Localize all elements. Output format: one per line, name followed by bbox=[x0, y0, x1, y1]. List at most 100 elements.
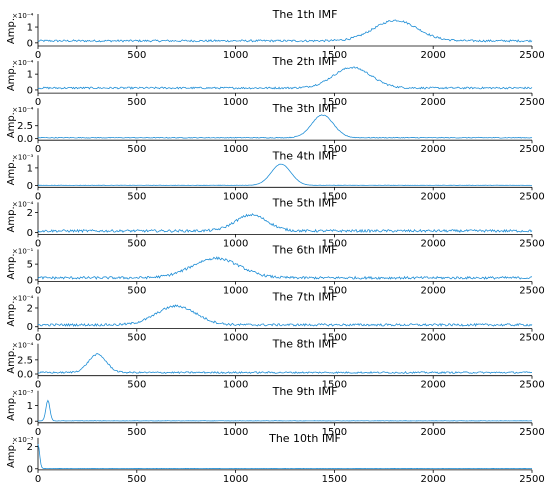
panel-6-xtick-label: 500 bbox=[127, 286, 146, 297]
panel-10-series-line bbox=[37, 443, 533, 470]
panel-5-ytick-label: 0 bbox=[27, 228, 33, 239]
panel-7-xtick-label: 1500 bbox=[322, 333, 347, 344]
panel-2-ytick-label: 0 bbox=[27, 85, 33, 96]
panel-6-xtick-label: 2000 bbox=[420, 286, 445, 297]
panel-9-title: The 9th IMF bbox=[272, 385, 338, 398]
panel-2-xtick-label: 2500 bbox=[519, 97, 544, 108]
panel-6-exponent: ×10⁻¹ bbox=[12, 248, 33, 256]
panel-9-ytick-label: 0 bbox=[27, 417, 33, 428]
panel-3-xtick-label: 500 bbox=[127, 144, 146, 155]
panel-1-series-line bbox=[37, 19, 533, 43]
panel-7-xtick-label: 2000 bbox=[420, 333, 445, 344]
panel-8-ylabel: Amp. bbox=[6, 348, 17, 374]
panel-1-xtick-label: 1000 bbox=[223, 50, 248, 61]
panel-4-xtick-label: 500 bbox=[127, 191, 146, 202]
panel-1-ytick-label: 1 bbox=[27, 23, 33, 34]
panel-10-xtick-label: 2000 bbox=[420, 474, 445, 485]
panel-2-xtick-label: 500 bbox=[127, 97, 146, 108]
panel-5-ylabel: Amp. bbox=[6, 206, 17, 232]
panel-6-ylabel: Amp. bbox=[6, 253, 17, 279]
panel-9-xtick-label: 1000 bbox=[223, 427, 248, 438]
panel-4-ytick-label: 1 bbox=[27, 163, 33, 174]
panel-6-xtick-label: 0 bbox=[35, 286, 41, 297]
panel-3-series-line bbox=[37, 114, 533, 139]
panel-1-xtick-label: 0 bbox=[35, 50, 41, 61]
panel-7-ytick-label: 2 bbox=[27, 303, 33, 314]
panel-1-xtick-label: 2000 bbox=[420, 50, 445, 61]
panel-1-ylabel: Amp. bbox=[6, 18, 17, 44]
panel-10-exponent: ×10⁻³ bbox=[12, 436, 33, 444]
panel-1-exponent: ×10⁻⁴ bbox=[12, 12, 33, 20]
panel-3-ytick-label: 0.0 bbox=[17, 134, 33, 145]
panel-10-ytick-label: 0 bbox=[27, 464, 33, 475]
panel-7-xtick-label: 2500 bbox=[519, 333, 544, 344]
panel-8-ytick-label: 0.0 bbox=[17, 370, 33, 381]
panel-2-xtick-label: 1000 bbox=[223, 97, 248, 108]
panel-2-xtick-label: 2000 bbox=[420, 97, 445, 108]
panel-8-xtick-label: 1500 bbox=[322, 380, 347, 391]
panel-7-ylabel: Amp. bbox=[6, 301, 17, 327]
panel-6-ytick-label: 5 bbox=[27, 260, 33, 271]
panel-10-xtick-label: 1500 bbox=[322, 474, 347, 485]
panel-1-ytick-label: 0 bbox=[27, 38, 33, 49]
panel-6-xtick-label: 1500 bbox=[322, 286, 347, 297]
panel-9-xtick-label: 2000 bbox=[420, 427, 445, 438]
panel-5-series-line bbox=[37, 213, 533, 234]
panel-4-series-line bbox=[37, 163, 533, 186]
panel-8-series-line bbox=[37, 353, 533, 375]
panel-6-ytick-label: 0 bbox=[27, 275, 33, 286]
panel-8-xtick-label: 500 bbox=[127, 380, 146, 391]
panel-4-xtick-label: 1500 bbox=[322, 191, 347, 202]
panel-1-xtick-label: 2500 bbox=[519, 50, 544, 61]
panel-5-title: The 5th IMF bbox=[272, 196, 338, 209]
panel-10-ylabel: Amp. bbox=[6, 442, 17, 468]
panel-5-xtick-label: 2000 bbox=[420, 238, 445, 249]
panel-3-exponent: ×10⁻⁴ bbox=[12, 106, 33, 114]
panel-5-ytick-label: 2 bbox=[27, 208, 33, 219]
panel-7-exponent: ×10⁻⁴ bbox=[12, 295, 33, 303]
panel-5-xtick-label: 500 bbox=[127, 238, 146, 249]
panel-5-xtick-label: 1000 bbox=[223, 238, 248, 249]
panel-7-series-line bbox=[37, 304, 533, 327]
panel-4-ylabel: Amp. bbox=[6, 159, 17, 185]
panel-2-ylabel: Amp. bbox=[6, 65, 17, 91]
panel-10-xtick-label: 500 bbox=[127, 474, 146, 485]
panel-4-xtick-label: 1000 bbox=[223, 191, 248, 202]
panel-1-title: The 1th IMF bbox=[272, 8, 338, 21]
panel-10-ytick-label: 2 bbox=[27, 442, 33, 453]
panel-5-xtick-label: 2500 bbox=[519, 238, 544, 249]
panel-10-xtick-label: 0 bbox=[35, 474, 41, 485]
panel-8-xtick-label: 1000 bbox=[223, 380, 248, 391]
panel-7-xtick-label: 500 bbox=[127, 333, 146, 344]
panel-5-xtick-label: 0 bbox=[35, 238, 41, 249]
panel-10-xtick-label: 2500 bbox=[519, 474, 544, 485]
panel-8-xtick-label: 2000 bbox=[420, 380, 445, 391]
panel-8-xtick-label: 0 bbox=[35, 380, 41, 391]
panel-3-xtick-label: 1500 bbox=[322, 144, 347, 155]
panel-2-exponent: ×10⁻⁴ bbox=[12, 59, 33, 67]
panel-3-xtick-label: 1000 bbox=[223, 144, 248, 155]
panel-6-xtick-label: 1000 bbox=[223, 286, 248, 297]
panel-4-xtick-label: 0 bbox=[35, 191, 41, 202]
panel-5-xtick-label: 1500 bbox=[322, 238, 347, 249]
panel-6-xtick-label: 2500 bbox=[519, 286, 544, 297]
panel-7-xtick-label: 0 bbox=[35, 333, 41, 344]
panel-9-exponent: ×10⁻³ bbox=[12, 389, 33, 397]
panel-10-xtick-label: 1000 bbox=[223, 474, 248, 485]
panel-8-title: The 8th IMF bbox=[272, 338, 338, 351]
panel-9-ytick-label: 1 bbox=[27, 401, 33, 412]
panel-10-title: The 10th IMF bbox=[268, 432, 341, 445]
panel-4-exponent: ×10⁻³ bbox=[12, 153, 33, 161]
panel-4-xtick-label: 2000 bbox=[420, 191, 445, 202]
panel-9-ylabel: Amp. bbox=[6, 395, 17, 421]
panel-1-xtick-label: 1500 bbox=[322, 50, 347, 61]
panel-6-title: The 6th IMF bbox=[272, 244, 338, 257]
panel-6-series-line bbox=[37, 256, 533, 280]
panel-9-xtick-label: 1500 bbox=[322, 427, 347, 438]
panel-2-xtick-label: 0 bbox=[35, 97, 41, 108]
panel-8-ytick-label: 2.5 bbox=[17, 355, 33, 366]
panel-7-title: The 7th IMF bbox=[272, 291, 338, 304]
panel-4-title: The 4th IMF bbox=[272, 149, 338, 162]
panel-9-xtick-label: 2500 bbox=[519, 427, 544, 438]
